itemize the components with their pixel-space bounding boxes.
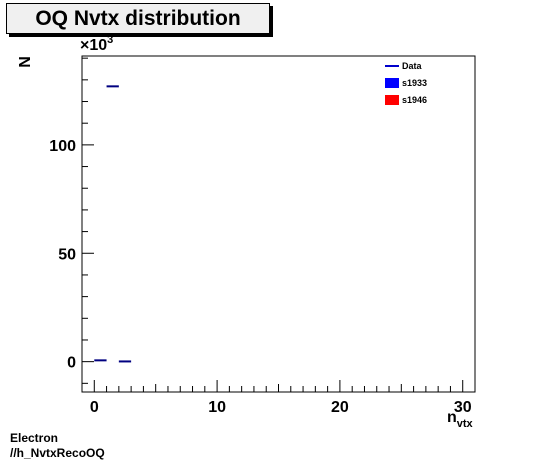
legend-swatch-box [385, 95, 399, 105]
x-axis-title: nvtx [447, 409, 474, 430]
y-multiplier: ×103 [80, 34, 113, 54]
x-tick-label: 0 [90, 399, 99, 416]
footer-line-1: Electron [10, 431, 59, 445]
x-tick-label: 10 [208, 399, 226, 416]
y-tick-label: 50 [58, 246, 76, 263]
y-tick-label: 0 [67, 355, 76, 372]
legend-label: s1933 [402, 78, 427, 88]
y-tick-label: 100 [49, 138, 76, 155]
plot-frame [81, 55, 476, 393]
legend-swatch-box [385, 78, 399, 88]
x-tick-label: 30 [454, 399, 472, 416]
chart-title: OQ Nvtx distribution [6, 3, 270, 34]
legend-label: s1946 [402, 95, 427, 105]
x-tick-label: 20 [331, 399, 349, 416]
y-axis-title: N [17, 56, 34, 68]
legend-label: Data [402, 61, 423, 71]
footer-line-2: //h_NvtxRecoOQ [10, 446, 105, 460]
